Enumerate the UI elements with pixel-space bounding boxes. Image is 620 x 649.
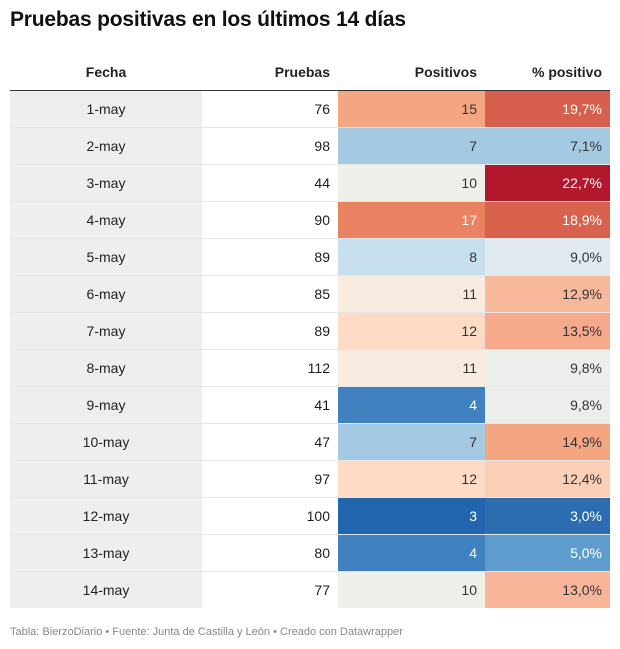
cell-pct-positivo: 9,8% bbox=[485, 349, 610, 387]
cell-positivos: 8 bbox=[338, 238, 485, 276]
table-row: 8-may 112 11 9,8% bbox=[10, 349, 610, 387]
cell-pruebas: 89 bbox=[202, 312, 338, 350]
cell-fecha: 4-may bbox=[10, 201, 202, 239]
cell-fecha: 9-may bbox=[10, 386, 202, 424]
cell-positivos: 7 bbox=[338, 127, 485, 165]
cell-pruebas: 47 bbox=[202, 423, 338, 461]
cell-pct-positivo: 12,9% bbox=[485, 275, 610, 313]
table-row: 14-may 77 10 13,0% bbox=[10, 571, 610, 608]
table-row: 2-may 98 7 7,1% bbox=[10, 127, 610, 165]
cell-positivos: 3 bbox=[338, 497, 485, 535]
cell-pct-positivo: 18,9% bbox=[485, 201, 610, 239]
cell-fecha: 12-may bbox=[10, 497, 202, 535]
cell-fecha: 14-may bbox=[10, 571, 202, 608]
cell-fecha: 11-may bbox=[10, 460, 202, 498]
chart-title: Pruebas positivas en los últimos 14 días bbox=[10, 8, 406, 31]
column-header-positivos[interactable]: Positivos bbox=[338, 53, 485, 91]
column-header-pct-positivo[interactable]: % positivo bbox=[485, 53, 610, 91]
cell-pruebas: 41 bbox=[202, 386, 338, 424]
column-header-pruebas[interactable]: Pruebas bbox=[202, 53, 338, 91]
cell-positivos: 10 bbox=[338, 164, 485, 202]
cell-pct-positivo: 13,5% bbox=[485, 312, 610, 350]
cell-fecha: 2-may bbox=[10, 127, 202, 165]
cell-pct-positivo: 14,9% bbox=[485, 423, 610, 461]
cell-pruebas: 85 bbox=[202, 275, 338, 313]
cell-positivos: 11 bbox=[338, 349, 485, 387]
cell-positivos: 12 bbox=[338, 312, 485, 350]
cell-pct-positivo: 9,8% bbox=[485, 386, 610, 424]
table-header: Fecha Pruebas Positivos % positivo bbox=[10, 53, 610, 91]
cell-pct-positivo: 7,1% bbox=[485, 127, 610, 165]
table-row: 4-may 90 17 18,9% bbox=[10, 201, 610, 239]
cell-pruebas: 44 bbox=[202, 164, 338, 202]
table-row: 9-may 41 4 9,8% bbox=[10, 386, 610, 424]
cell-fecha: 8-may bbox=[10, 349, 202, 387]
cell-fecha: 13-may bbox=[10, 534, 202, 572]
cell-positivos: 12 bbox=[338, 460, 485, 498]
footer-credits: Tabla: BierzoDiario • Fuente: Junta de C… bbox=[10, 626, 403, 638]
column-header-fecha[interactable]: Fecha bbox=[10, 53, 202, 91]
cell-positivos: 10 bbox=[338, 571, 485, 608]
table-row: 3-may 44 10 22,7% bbox=[10, 164, 610, 202]
header-row: Fecha Pruebas Positivos % positivo bbox=[10, 53, 610, 91]
cell-positivos: 4 bbox=[338, 534, 485, 572]
table-body: 1-may 76 15 19,7% 2-may 98 7 7,1% 3-may 44 10 22,7%… bbox=[10, 90, 610, 608]
cell-pruebas: 77 bbox=[314, 582, 330, 598]
table-row: 11-may 97 12 12,4% bbox=[10, 460, 610, 498]
cell-fecha: 3-may bbox=[10, 164, 202, 202]
table-row: 10-may 47 7 14,9% bbox=[10, 423, 610, 461]
cell-pruebas: 89 bbox=[202, 238, 338, 276]
cell-pct-positivo: 22,7% bbox=[485, 164, 610, 202]
positives-table: Fecha Pruebas Positivos % positivo 1-may… bbox=[10, 53, 610, 608]
table-row: 6-may 85 11 12,9% bbox=[10, 275, 610, 313]
table-row: 5-may 89 8 9,0% bbox=[10, 238, 610, 276]
table-row: 1-may 76 15 19,7% bbox=[10, 90, 610, 128]
cell-pruebas: 98 bbox=[202, 127, 338, 165]
cell-fecha: 10-may bbox=[10, 423, 202, 461]
cell-positivos: 15 bbox=[338, 90, 485, 128]
cell-pruebas: 80 bbox=[202, 534, 338, 572]
cell-pruebas: 112 bbox=[202, 349, 338, 387]
table-row: 13-may 80 4 5,0% bbox=[10, 534, 610, 572]
table-row: 7-may 89 12 13,5% bbox=[10, 312, 610, 350]
cell-pruebas: 76 bbox=[202, 90, 338, 128]
cell-positivos: 11 bbox=[338, 275, 485, 313]
cell-positivos: 17 bbox=[338, 201, 485, 239]
cell-pct-positivo: 12,4% bbox=[485, 460, 610, 498]
cell-fecha: 6-may bbox=[10, 275, 202, 313]
cell-pruebas: 100 bbox=[202, 497, 338, 535]
cell-fecha: 7-may bbox=[10, 312, 202, 350]
cell-positivos: 7 bbox=[338, 423, 485, 461]
cell-pct-positivo: 13,0% bbox=[485, 571, 610, 608]
cell-pruebas: 90 bbox=[202, 201, 338, 239]
cell-fecha: 5-may bbox=[10, 238, 202, 276]
table-row: 12-may 100 3 3,0% bbox=[10, 497, 610, 535]
cell-pct-positivo: 9,0% bbox=[485, 238, 610, 276]
cell-fecha: 1-may bbox=[10, 90, 202, 128]
cell-pct-positivo: 5,0% bbox=[485, 534, 610, 572]
cell-pct-positivo: 19,7% bbox=[485, 90, 610, 128]
cell-pct-positivo: 3,0% bbox=[485, 497, 610, 535]
cell-positivos: 4 bbox=[338, 386, 485, 424]
cell-pruebas: 97 bbox=[202, 460, 338, 498]
